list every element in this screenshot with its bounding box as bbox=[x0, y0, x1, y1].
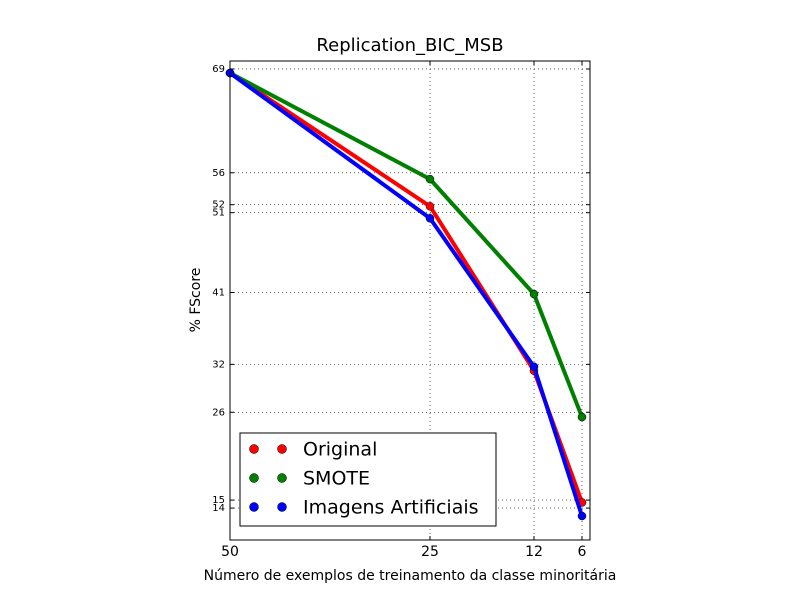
y-tick-label: 56 bbox=[212, 168, 225, 179]
x-tick-label: 25 bbox=[421, 544, 439, 560]
legend-marker bbox=[249, 502, 259, 512]
point bbox=[577, 511, 587, 521]
line bbox=[229, 71, 584, 418]
legend-label: Imagens Artificiais bbox=[303, 497, 479, 519]
point bbox=[425, 174, 435, 184]
legend-marker bbox=[277, 444, 287, 454]
line bbox=[228, 71, 584, 517]
y-tick-label: 26 bbox=[212, 407, 225, 418]
legend: Original SMOTE Imagens Artificiais bbox=[239, 432, 497, 527]
chart-title: Replication_BIC_MSB bbox=[316, 35, 503, 56]
y-tick-label: 15 bbox=[212, 495, 225, 506]
legend-marker bbox=[277, 473, 287, 483]
point bbox=[529, 362, 539, 372]
y-tick-label: 14 bbox=[212, 503, 225, 514]
legend-marker bbox=[277, 502, 287, 512]
y-tick-label: 51 bbox=[212, 208, 225, 219]
y-tick-label: 52 bbox=[212, 200, 225, 211]
plot-frame bbox=[229, 60, 591, 541]
point bbox=[425, 202, 435, 211]
y-tick-label: 41 bbox=[212, 288, 225, 299]
legend-marker bbox=[249, 444, 259, 454]
x-tick-label: 12 bbox=[525, 544, 543, 560]
x-axis-label: Número de exemplos de treinamento da cla… bbox=[204, 568, 617, 584]
y-tick-label: 69 bbox=[212, 64, 225, 75]
point bbox=[425, 214, 435, 223]
legend-label: SMOTE bbox=[303, 468, 370, 490]
y-tick-label: 32 bbox=[212, 359, 225, 370]
point bbox=[529, 289, 539, 299]
x-tick-label: 50 bbox=[221, 544, 239, 560]
legend-label: Original bbox=[303, 439, 377, 461]
x-tick-label: 6 bbox=[578, 544, 587, 560]
point bbox=[577, 412, 587, 422]
y-axis-label: % FScore bbox=[188, 268, 204, 333]
legend-marker bbox=[249, 473, 259, 483]
